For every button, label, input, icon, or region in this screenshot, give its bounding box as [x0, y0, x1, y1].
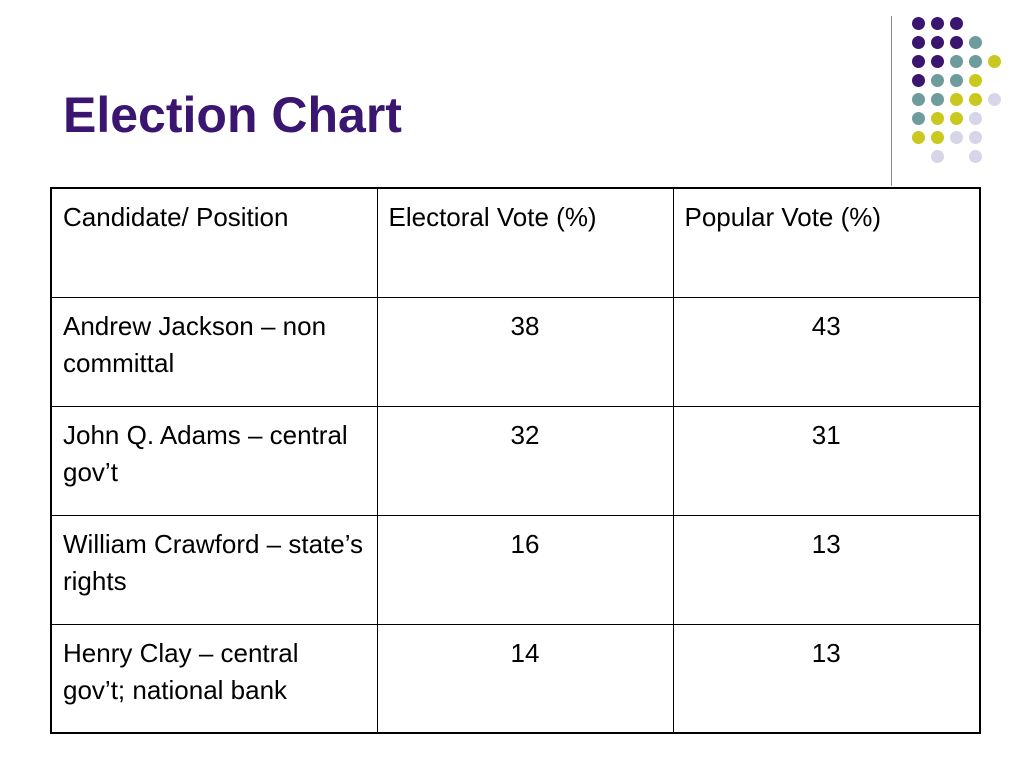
candidate-cell: Henry Clay – central gov’t; national ban… [50, 623, 378, 734]
decorative-dot [950, 17, 963, 30]
decorative-dot [969, 93, 982, 106]
table-row: William Crawford – state’s rights 16 13 [50, 514, 981, 625]
decorative-dot [969, 112, 982, 125]
table-row: Henry Clay – central gov’t; national ban… [50, 623, 981, 734]
decorative-dot [950, 93, 963, 106]
decorative-dot [931, 150, 944, 163]
header-popular-vote: Popular Vote (%) [672, 187, 981, 298]
candidate-cell: William Crawford – state’s rights [50, 514, 378, 625]
decorative-dot [950, 55, 963, 68]
candidate-cell: Andrew Jackson – non committal [50, 296, 378, 407]
decorative-dot [969, 36, 982, 49]
header-electoral-vote: Electoral Vote (%) [376, 187, 674, 298]
table-header-row: Candidate/ Position Electoral Vote (%) P… [50, 187, 981, 298]
decorative-dot [931, 74, 944, 87]
decorative-dot [912, 93, 925, 106]
decorative-dot [950, 74, 963, 87]
decorative-dot [950, 112, 963, 125]
popular-vote-cell: 13 [672, 514, 981, 625]
decorative-dot [931, 17, 944, 30]
slide-title: Election Chart [63, 87, 402, 143]
electoral-vote-cell: 32 [376, 405, 674, 516]
decorative-dot [912, 36, 925, 49]
decorative-dot [912, 17, 925, 30]
electoral-vote-cell: 16 [376, 514, 674, 625]
table-row: John Q. Adams – central gov’t 32 31 [50, 405, 981, 516]
decorative-dot [912, 112, 925, 125]
popular-vote-cell: 31 [672, 405, 981, 516]
decorative-dot [931, 36, 944, 49]
decorative-dot [912, 55, 925, 68]
decorative-dot [988, 93, 1001, 106]
header-candidate-position: Candidate/ Position [50, 187, 378, 298]
decorative-dot [988, 55, 1001, 68]
decorative-dot [950, 131, 963, 144]
decorative-dot [950, 36, 963, 49]
table-row: Andrew Jackson – non committal 38 43 [50, 296, 981, 407]
decorative-dot [969, 55, 982, 68]
decorative-dot [931, 93, 944, 106]
decorative-dot [931, 131, 944, 144]
decorative-dot [912, 74, 925, 87]
vertical-divider [891, 16, 892, 186]
election-table: Candidate/ Position Electoral Vote (%) P… [50, 187, 981, 734]
decorative-dot [969, 131, 982, 144]
decorative-dot [931, 112, 944, 125]
decorative-dot [969, 150, 982, 163]
electoral-vote-cell: 38 [376, 296, 674, 407]
decorative-dot-grid [905, 10, 1015, 170]
decorative-dot [969, 74, 982, 87]
popular-vote-cell: 13 [672, 623, 981, 734]
candidate-cell: John Q. Adams – central gov’t [50, 405, 378, 516]
decorative-dot [931, 55, 944, 68]
popular-vote-cell: 43 [672, 296, 981, 407]
electoral-vote-cell: 14 [376, 623, 674, 734]
decorative-dot [912, 131, 925, 144]
